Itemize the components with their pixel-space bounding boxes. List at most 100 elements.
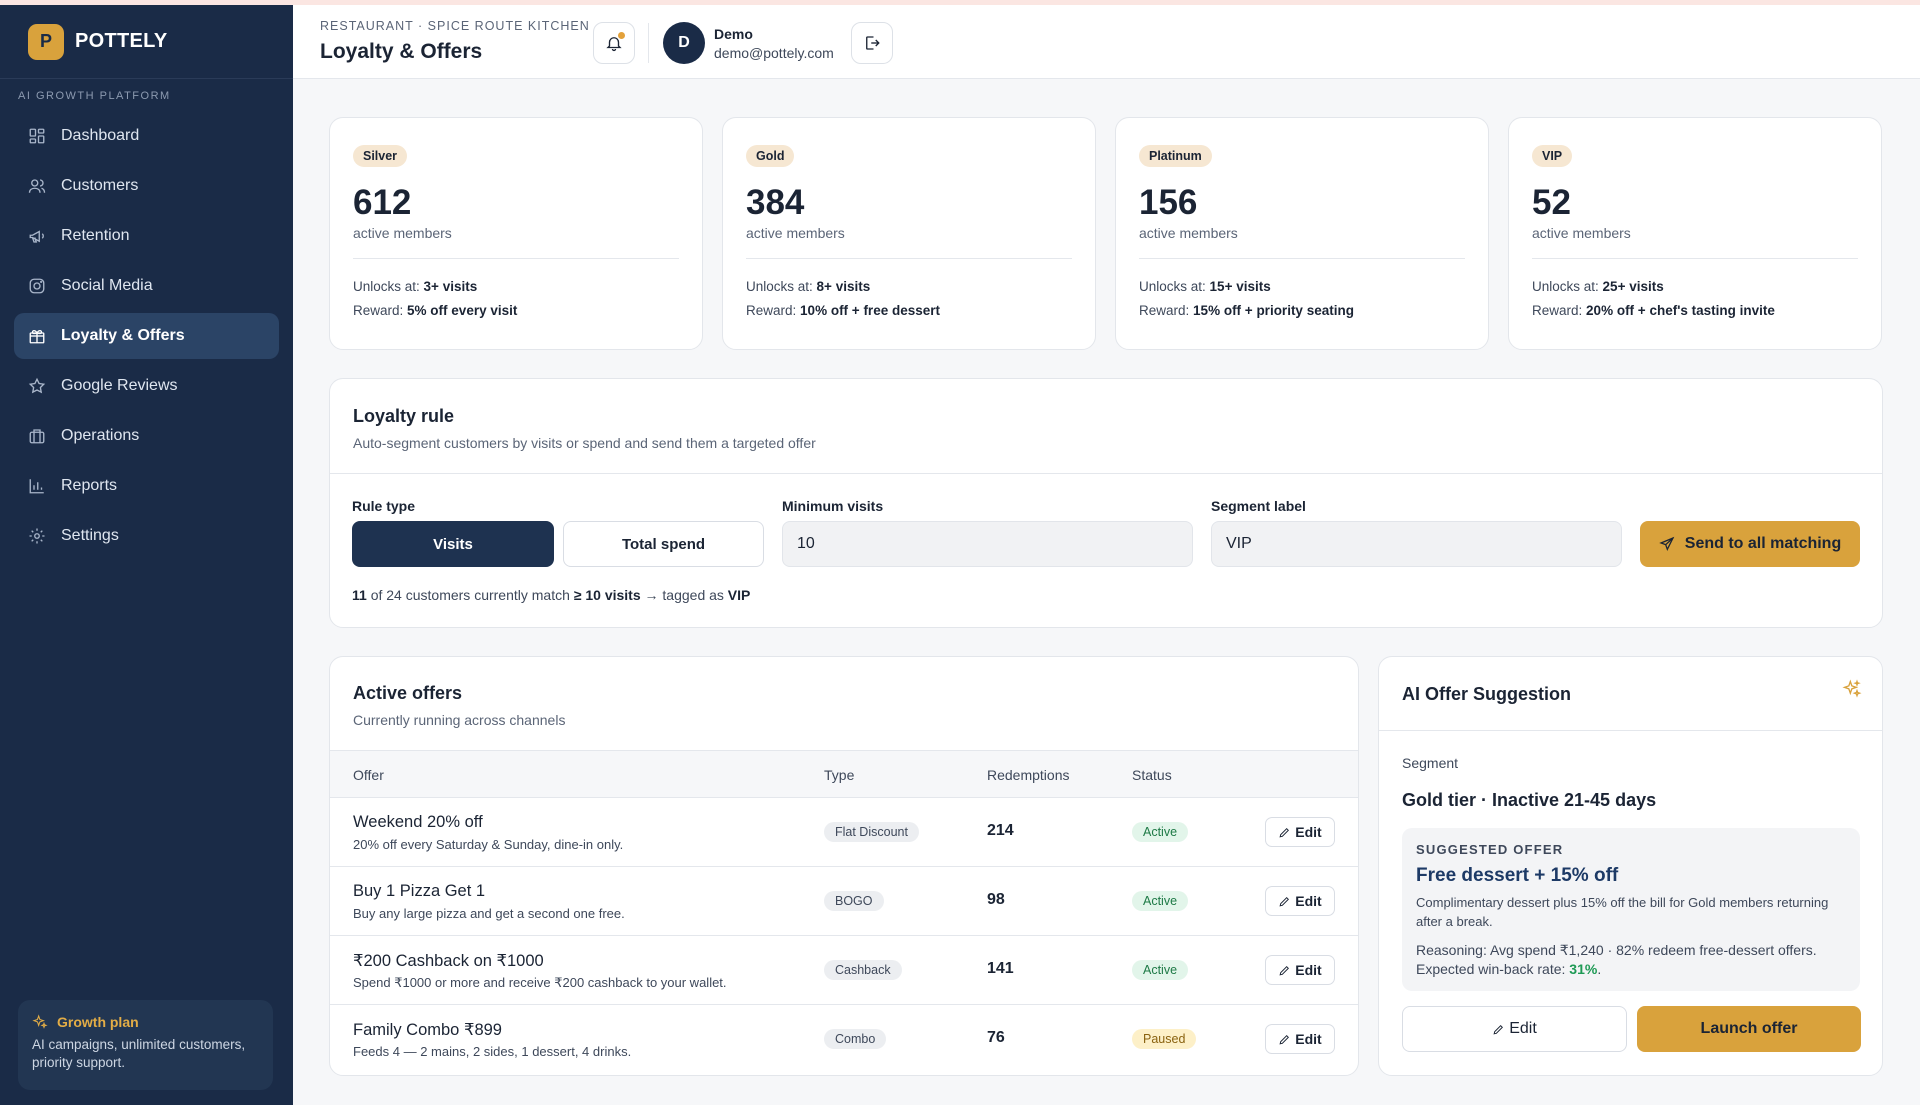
column-header-offer[interactable]: Offer	[353, 767, 384, 783]
tier-reward-label: Reward:	[1532, 303, 1583, 318]
instagram-icon	[29, 278, 45, 294]
logout-icon	[866, 36, 880, 50]
sparkle-icon	[1842, 679, 1862, 698]
user-email: demo@pottely.com	[714, 45, 834, 61]
sidebar-item-label: Reports	[61, 477, 118, 494]
sidebar-item-loyalty-offers[interactable]: Loyalty & Offers	[14, 313, 279, 359]
table-row: Family Combo ₹899 Feeds 4 — 2 mains, 2 s…	[330, 1005, 1358, 1074]
tier-reward-value: 5% off every visit	[407, 303, 518, 318]
suggested-offer-description: Complimentary dessert plus 15% off the b…	[1416, 895, 1829, 929]
table-row: ₹200 Cashback on ₹1000 Spend ₹1000 or mo…	[330, 936, 1358, 1005]
notifications-button[interactable]	[593, 22, 635, 64]
sidebar-item-label: Customers	[61, 177, 139, 194]
offer-redemptions: 98	[987, 891, 1005, 908]
top-header: RESTAURANT · SPICE ROUTE KITCHEN Loyalty…	[293, 5, 1920, 79]
sidebar-nav: Dashboard Customers Retention Social Med…	[0, 113, 293, 559]
sidebar-item-operations[interactable]: Operations	[14, 413, 279, 459]
avatar[interactable]: D	[663, 22, 705, 64]
match-summary: 11 of 24 customers currently match ≥ 10 …	[352, 587, 750, 603]
segment-label-label: Segment label	[1211, 498, 1306, 514]
column-header-status[interactable]: Status	[1132, 767, 1172, 783]
offer-name: Buy 1 Pizza Get 1	[353, 882, 486, 900]
tier-unlock-value: 3+ visits	[423, 279, 478, 294]
tier-unlock-label: Unlocks at:	[746, 279, 813, 294]
top-accent-line	[0, 0, 1920, 5]
brand[interactable]: P POTTELY	[0, 5, 293, 79]
sidebar-item-label: Settings	[61, 527, 119, 544]
launch-offer-button[interactable]: Launch offer	[1637, 1006, 1861, 1052]
edit-offer-button[interactable]: Edit	[1265, 1024, 1335, 1054]
card-title: Loyalty rule	[353, 406, 455, 426]
min-visits-input[interactable]: 10	[782, 521, 1193, 567]
win-back-rate: 31%	[1569, 961, 1598, 977]
pencil-icon	[1279, 1034, 1290, 1045]
active-offers-header: Active offers Currently running across c…	[330, 657, 1358, 751]
growth-plan-title: Growth plan	[32, 1014, 259, 1030]
tier-card-gold: Gold 384 active members Unlocks at: 8+ v…	[722, 117, 1096, 350]
tier-member-label: active members	[353, 225, 452, 241]
sidebar-item-label: Social Media	[61, 277, 153, 294]
sidebar-item-label: Dashboard	[61, 127, 140, 144]
rule-type-label: Rule type	[352, 498, 416, 514]
sidebar-item-retention[interactable]: Retention	[14, 213, 279, 259]
card-title: Active offers	[353, 683, 463, 703]
segment-label: Segment	[1402, 755, 1459, 771]
sparkle-icon	[32, 1014, 48, 1029]
growth-plan-card[interactable]: Growth plan AI campaigns, unlimited cust…	[18, 1000, 273, 1090]
edit-offer-button[interactable]: Edit	[1265, 817, 1335, 847]
dashboard-icon	[29, 128, 45, 144]
ai-edit-button[interactable]: Edit	[1402, 1006, 1627, 1052]
tier-reward: Reward: 5% off every visit	[353, 303, 679, 318]
pencil-icon	[1279, 965, 1290, 976]
logout-button[interactable]	[851, 22, 893, 64]
offer-name: ₹200 Cashback on ₹1000	[353, 952, 544, 970]
offer-type-badge: Combo	[824, 1029, 887, 1049]
sidebar-item-customers[interactable]: Customers	[14, 163, 279, 209]
suggested-offer-title: Free dessert + 15% off	[1416, 865, 1619, 886]
tier-reward: Reward: 10% off + free dessert	[746, 303, 1072, 318]
divider	[353, 258, 679, 259]
column-header-redemptions[interactable]: Redemptions	[987, 767, 1070, 783]
tier-member-label: active members	[746, 225, 845, 241]
rule-type-visits-button[interactable]: Visits	[352, 521, 554, 567]
edit-label: Edit	[1295, 824, 1322, 840]
tier-unlock-value: 8+ visits	[816, 279, 871, 294]
offer-description: Feeds 4 — 2 mains, 2 sides, 1 dessert, 4…	[353, 1044, 632, 1059]
send-button-label: Send to all matching	[1684, 535, 1842, 552]
tier-reward-label: Reward:	[1139, 303, 1190, 318]
rule-type-spend-button[interactable]: Total spend	[563, 521, 764, 567]
sidebar-item-google-reviews[interactable]: Google Reviews	[14, 363, 279, 409]
tier-reward-value: 20% off + chef's tasting invite	[1586, 303, 1775, 318]
sidebar-item-label: Loyalty & Offers	[61, 327, 185, 344]
offer-type-badge: Flat Discount	[824, 822, 919, 842]
edit-offer-button[interactable]: Edit	[1265, 886, 1335, 916]
match-threshold: ≥ 10 visits	[573, 587, 641, 603]
segment-label-input[interactable]: VIP	[1211, 521, 1622, 567]
loyalty-rule-header: Loyalty rule Auto-segment customers by v…	[330, 379, 1882, 474]
briefcase-icon	[29, 429, 45, 444]
send-to-all-button[interactable]: Send to all matching	[1640, 521, 1860, 567]
sidebar-item-reports[interactable]: Reports	[14, 463, 279, 509]
sidebar-item-dashboard[interactable]: Dashboard	[14, 113, 279, 159]
star-icon	[28, 377, 46, 394]
tier-unlock: Unlocks at: 8+ visits	[746, 279, 1072, 294]
sidebar-item-social-media[interactable]: Social Media	[14, 263, 279, 309]
ai-offer-suggestion-card: AI Offer Suggestion Segment Gold tier · …	[1378, 656, 1883, 1076]
reasoning-text: Reasoning: Avg spend ₹1,240 · 82% redeem…	[1416, 942, 1817, 977]
tier-card-silver: Silver 612 active members Unlocks at: 3+…	[329, 117, 703, 350]
offer-redemptions: 214	[987, 822, 1014, 839]
column-header-type[interactable]: Type	[824, 767, 855, 783]
match-count: 11	[352, 587, 367, 603]
offer-description: Buy any large pizza and get a second one…	[353, 906, 625, 921]
status-badge: Active	[1132, 960, 1189, 980]
growth-plan-text: AI campaigns, unlimited customers, prior…	[32, 1037, 246, 1070]
tier-reward-label: Reward:	[353, 303, 404, 318]
edit-offer-button[interactable]: Edit	[1265, 955, 1335, 985]
brand-name: POTTELY	[75, 30, 168, 52]
tier-unlock-value: 15+ visits	[1209, 279, 1271, 294]
loyalty-rule-card: Loyalty rule Auto-segment customers by v…	[329, 378, 1883, 628]
tier-member-label: active members	[1532, 225, 1631, 241]
sidebar-item-settings[interactable]: Settings	[14, 513, 279, 559]
user-name: Demo	[714, 26, 753, 42]
tier-reward-value: 10% off + free dessert	[800, 303, 940, 318]
